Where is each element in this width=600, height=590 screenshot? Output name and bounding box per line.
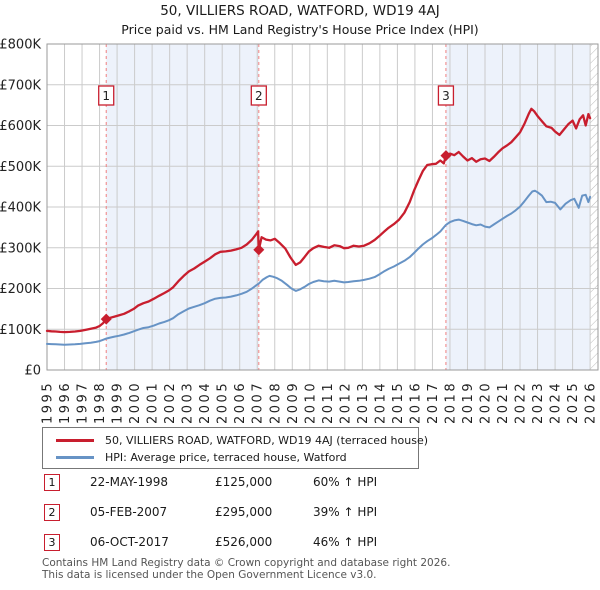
svg-text:2022: 2022: [514, 381, 529, 424]
svg-text:£100K: £100K: [0, 323, 41, 338]
footer-line-1: Contains HM Land Registry data © Crown c…: [42, 557, 451, 569]
sale-date: 05-FEB-2007: [90, 505, 168, 519]
chart-legend: 50, VILLIERS ROAD, WATFORD, WD19 4AJ (te…: [42, 427, 428, 469]
svg-text:£0: £0: [24, 364, 41, 379]
sale-number-box: [98, 85, 115, 106]
sale-number-label: 1: [102, 89, 110, 103]
svg-text:1998: 1998: [93, 381, 108, 424]
svg-text:2008: 2008: [268, 381, 283, 424]
sale-number-box: [250, 85, 267, 106]
svg-text:1996: 1996: [58, 381, 73, 424]
sale-annotations: 1 2 3: [98, 85, 455, 325]
table-row: 3 06-OCT-2017 £526,000 46% ↑ HPI: [42, 532, 582, 562]
svg-text:2026: 2026: [584, 381, 599, 424]
sales-table: 1 22-MAY-1998 £125,000 60% ↑ HPI 2 05-FE…: [42, 472, 582, 562]
sale-diamond-marker: [100, 313, 112, 325]
svg-text:2020: 2020: [478, 381, 493, 424]
svg-text:2019: 2019: [461, 381, 476, 424]
license-footer: Contains HM Land Registry data © Crown c…: [42, 557, 451, 581]
svg-text:1995: 1995: [41, 381, 56, 424]
sale-number-badge: 1: [44, 474, 60, 491]
svg-text:2024: 2024: [549, 381, 564, 424]
svg-text:2000: 2000: [128, 381, 143, 424]
legend-line-hpi-swatch: [56, 456, 94, 459]
svg-text:£600K: £600K: [0, 119, 41, 134]
svg-text:£400K: £400K: [0, 201, 41, 216]
svg-text:£500K: £500K: [0, 160, 41, 175]
sale-price: £125,000: [215, 475, 273, 489]
svg-text:2014: 2014: [373, 381, 388, 424]
sale-vs-hpi: 60% ↑ HPI: [313, 475, 378, 489]
svg-text:2011: 2011: [321, 381, 336, 424]
svg-text:2003: 2003: [181, 381, 196, 424]
sale-price: £526,000: [215, 535, 273, 549]
price-chart: 1 2 3 £0 £100K £200K £300K £400K £500K £600K £700K…: [0, 38, 599, 425]
table-row: 1 22-MAY-1998 £125,000 60% ↑ HPI: [42, 472, 582, 502]
svg-text:£300K: £300K: [0, 241, 41, 256]
sale-number-badge: 2: [44, 504, 60, 521]
svg-text:2012: 2012: [338, 381, 353, 424]
svg-text:2002: 2002: [163, 381, 178, 424]
sale-date: 06-OCT-2017: [90, 535, 169, 549]
svg-text:£800K: £800K: [0, 38, 41, 53]
sale-number-label: 3: [442, 89, 450, 103]
series-property-line: [45, 107, 592, 334]
svg-text:£200K: £200K: [0, 282, 41, 297]
svg-text:2006: 2006: [233, 381, 248, 424]
svg-text:2016: 2016: [408, 381, 423, 424]
svg-text:2009: 2009: [286, 381, 301, 424]
svg-text:2025: 2025: [566, 381, 581, 424]
table-row: 2 05-FEB-2007 £295,000 39% ↑ HPI: [42, 502, 582, 532]
svg-text:2005: 2005: [216, 381, 231, 424]
svg-text:2010: 2010: [303, 381, 318, 424]
sale-vs-hpi: 39% ↑ HPI: [313, 505, 378, 519]
legend-label-hpi: HPI: Average price, terraced house, Watf…: [105, 451, 347, 464]
svg-text:2007: 2007: [251, 381, 266, 424]
series-hpi-line: [46, 189, 592, 346]
legend-label-property: 50, VILLIERS ROAD, WATFORD, WD19 4AJ (te…: [105, 434, 429, 447]
svg-text:2021: 2021: [496, 381, 511, 424]
sale-diamond-marker: [253, 244, 265, 256]
svg-text:1997: 1997: [76, 381, 91, 424]
svg-text:2015: 2015: [391, 381, 406, 424]
sale-date: 22-MAY-1998: [90, 475, 169, 489]
legend-line-property-swatch: [56, 439, 94, 442]
svg-text:£700K: £700K: [0, 78, 41, 93]
svg-text:2017: 2017: [426, 381, 441, 424]
page-subtitle: Price paid vs. HM Land Registry's House …: [121, 22, 479, 37]
legend-item-property: 50, VILLIERS ROAD, WATFORD, WD19 4AJ (te…: [43, 432, 428, 449]
sale-number-label: 2: [255, 89, 263, 103]
sale-number-badge: 3: [44, 534, 60, 551]
legend-item-hpi: HPI: Average price, terraced house, Watf…: [43, 449, 418, 466]
footer-line-2: This data is licensed under the Open Gov…: [42, 568, 377, 581]
sale-vs-hpi: 46% ↑ HPI: [313, 535, 378, 549]
svg-text:2023: 2023: [531, 381, 546, 424]
sale-number-box: [437, 85, 455, 106]
x-axis-labels: 1995 1996 1997 1998 1999 2000 2001 2002 2003 2004…: [41, 381, 599, 424]
y-axis-labels: £0 £100K £200K £300K £400K £500K £600K £700K £80…: [0, 38, 41, 379]
sale-price: £295,000: [215, 505, 273, 519]
svg-text:1999: 1999: [111, 381, 126, 424]
svg-text:2001: 2001: [146, 381, 161, 424]
svg-text:2018: 2018: [443, 381, 458, 424]
sale-diamond-marker: [440, 150, 452, 162]
plot-border: [46, 43, 599, 371]
page-title: 50, VILLIERS ROAD, WATFORD, WD19 4AJ: [160, 3, 440, 19]
svg-text:2004: 2004: [198, 381, 213, 424]
svg-text:2013: 2013: [356, 381, 371, 424]
